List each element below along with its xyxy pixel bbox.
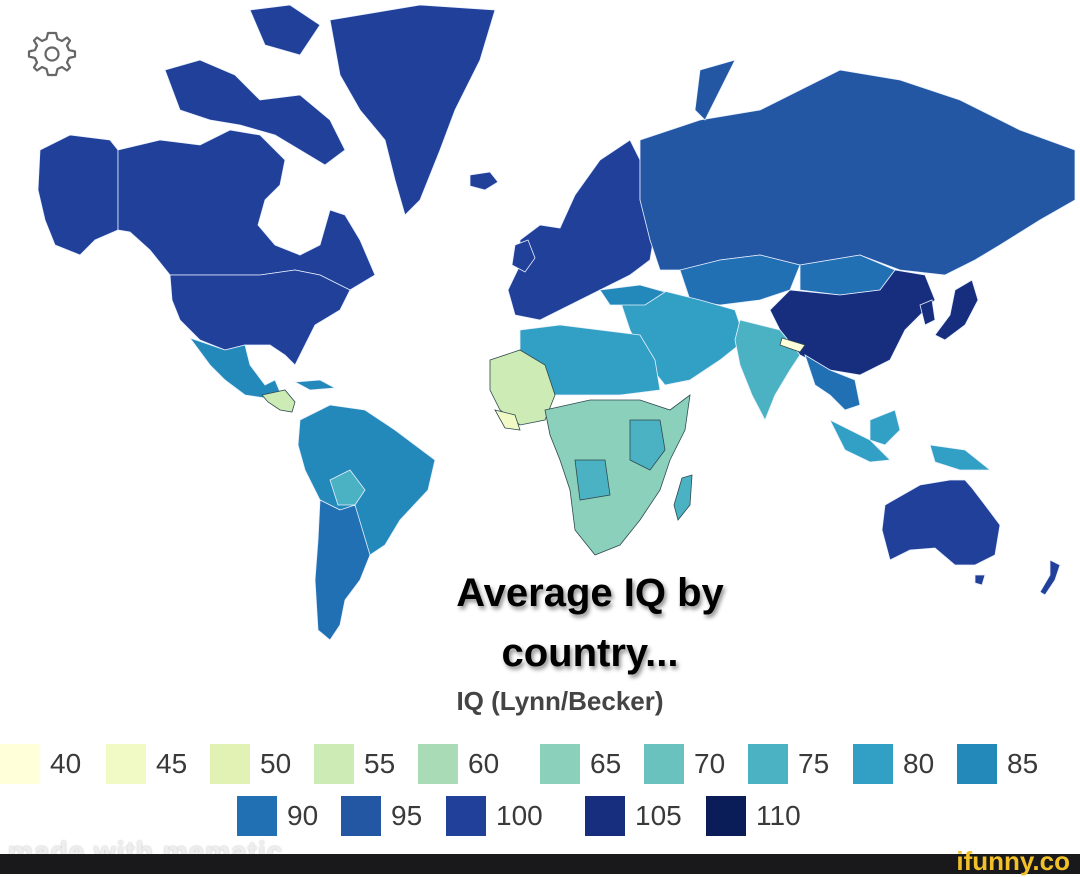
legend-swatch [446, 796, 486, 836]
ifunny-watermark: ifunny.co [956, 846, 1070, 877]
legend-label: 95 [391, 800, 423, 831]
ifunny-bottom-bar [0, 854, 1080, 874]
legend-item: 100 [446, 794, 543, 838]
region-korea[interactable] [919, 299, 936, 326]
ifunny-text: ifunny.co [956, 846, 1070, 876]
legend-item: 85 [957, 742, 1038, 786]
region-argentina-chile[interactable] [314, 499, 371, 641]
legend-swatch [585, 796, 625, 836]
chart-title-line-2: country... [501, 631, 679, 675]
legend-swatch [540, 744, 580, 784]
legend-label: 45 [156, 748, 188, 779]
region-west-africa[interactable] [489, 349, 556, 426]
legend-label: 85 [1007, 748, 1039, 779]
legend-item: 60 [418, 742, 499, 786]
legend-item: 90 [237, 794, 318, 838]
legend-item: 110 [706, 794, 801, 838]
legend-swatch [706, 796, 746, 836]
legend-item: 45 [106, 742, 187, 786]
legend-label: 55 [364, 748, 396, 779]
legend-row-1: 40 45 50 55 60 65 70 75 80 85 [0, 742, 1080, 786]
region-caribbean[interactable] [293, 379, 337, 391]
legend-swatch [0, 744, 40, 784]
legend-item: 50 [210, 742, 291, 786]
world-choropleth-map [37, 4, 1076, 641]
legend-label: 70 [694, 748, 726, 779]
region-turkey[interactable] [599, 284, 666, 306]
region-arctic-islands-2[interactable] [249, 4, 321, 56]
legend-item: 40 [0, 742, 81, 786]
region-southeast-asia[interactable] [804, 354, 861, 411]
legend-label: 90 [287, 800, 319, 831]
region-novaya-zemlya[interactable] [694, 59, 736, 121]
region-tasmania[interactable] [974, 574, 986, 586]
legend-title: IQ (Lynn/Becker) [456, 686, 664, 716]
region-usa[interactable] [169, 269, 351, 366]
legend-swatch [106, 744, 146, 784]
region-bolivia[interactable] [329, 469, 366, 506]
legend-item: 55 [314, 742, 395, 786]
legend-swatch [237, 796, 277, 836]
legend-label: 50 [260, 748, 292, 779]
legend-swatch [314, 744, 354, 784]
region-central-america[interactable] [261, 389, 296, 413]
legend-swatch [210, 744, 250, 784]
region-brazil-north[interactable] [297, 404, 436, 556]
legend-label: 105 [635, 800, 682, 831]
region-australia[interactable] [881, 479, 1001, 566]
legend-swatch [853, 744, 893, 784]
region-guinea-coast[interactable] [494, 409, 521, 431]
region-png[interactable] [929, 444, 992, 471]
legend-label: 80 [903, 748, 935, 779]
settings-gear-icon[interactable] [26, 28, 78, 80]
region-central-africa[interactable] [544, 394, 691, 556]
region-alaska[interactable] [37, 134, 119, 256]
region-greenland[interactable] [329, 4, 496, 216]
region-nepal[interactable] [779, 337, 806, 353]
legend-item: 95 [341, 794, 422, 838]
region-europe[interactable] [507, 139, 656, 321]
region-iceland[interactable] [469, 171, 499, 191]
legend-swatch [418, 744, 458, 784]
legend-item: 80 [853, 742, 934, 786]
region-japan[interactable] [934, 279, 979, 341]
legend-item: 70 [644, 742, 725, 786]
region-new-zealand[interactable] [1039, 559, 1061, 596]
legend-label: 40 [50, 748, 82, 779]
legend-swatch [957, 744, 997, 784]
region-arctic-islands[interactable] [164, 59, 346, 166]
region-madagascar[interactable] [673, 474, 693, 521]
legend-label: 75 [798, 748, 830, 779]
legend-row-2: 90 95 100 105 110 [0, 794, 1080, 838]
region-angola[interactable] [574, 459, 611, 501]
region-east-africa[interactable] [629, 419, 666, 471]
legend-swatch [341, 796, 381, 836]
legend-item: 105 [585, 794, 682, 838]
legend-swatch [748, 744, 788, 784]
region-uk[interactable] [511, 239, 536, 273]
legend-label: 110 [756, 800, 801, 831]
region-indonesia[interactable] [829, 419, 891, 463]
map-svg [37, 4, 1076, 641]
legend-label: 60 [468, 748, 500, 779]
region-borneo[interactable] [869, 409, 901, 446]
chart-title-line-1: Average IQ by [456, 571, 724, 615]
region-mexico[interactable] [188, 337, 281, 399]
legend-item: 65 [540, 742, 621, 786]
legend-item: 75 [748, 742, 829, 786]
legend-label: 100 [496, 800, 543, 831]
legend-label: 65 [590, 748, 622, 779]
legend-swatch [644, 744, 684, 784]
